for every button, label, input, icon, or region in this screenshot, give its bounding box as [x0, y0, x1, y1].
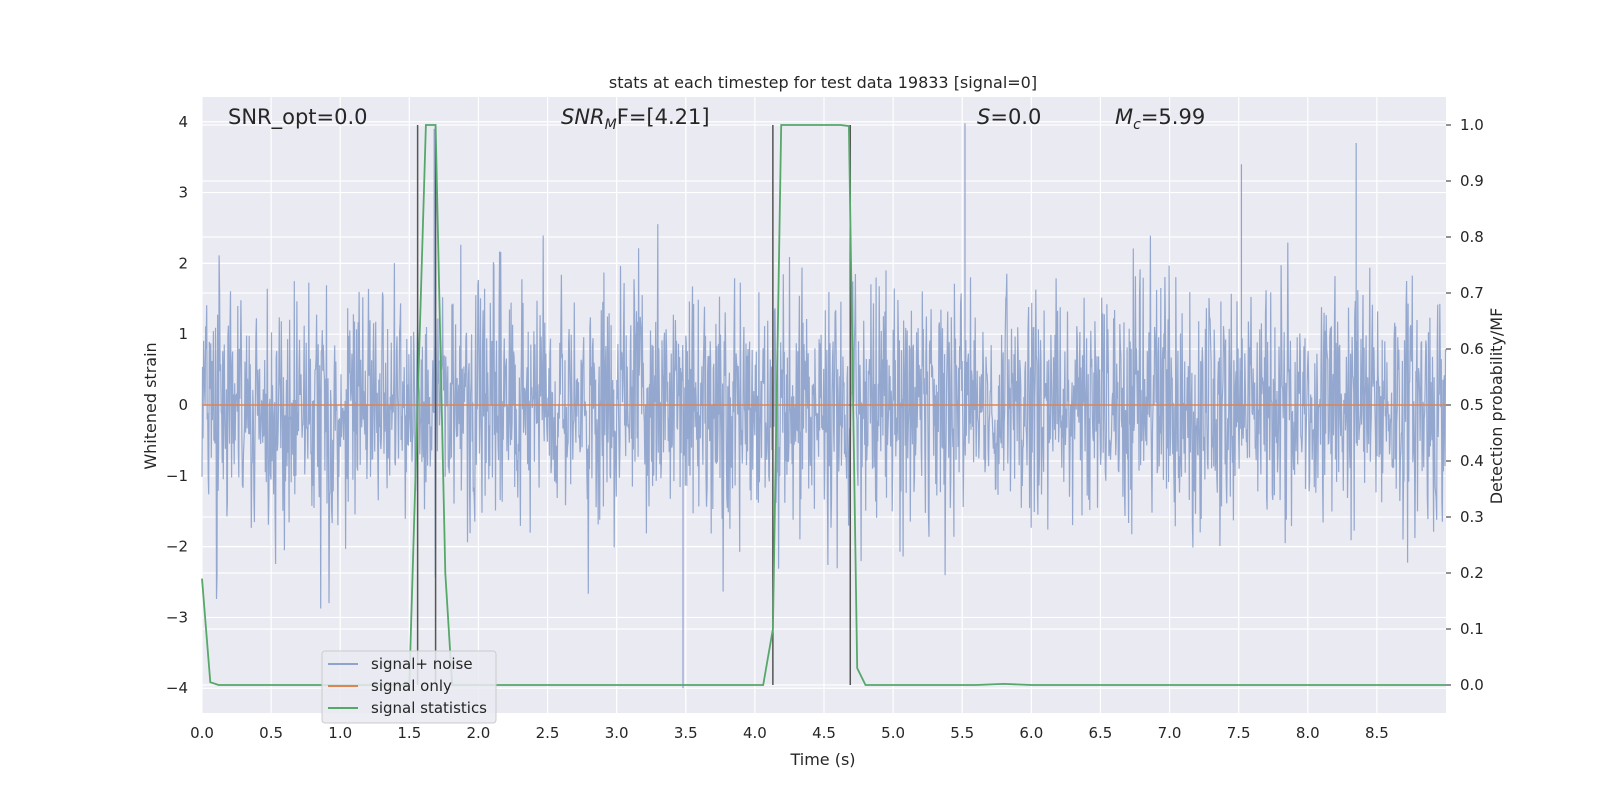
signal-noise-line: [201, 224, 1447, 609]
x-tick-label: 1.0: [328, 724, 352, 742]
signal-statistics-series: [201, 124, 1446, 686]
x-tick-label: 4.5: [812, 724, 836, 742]
y-tick-label-right: 0.6: [1460, 340, 1484, 358]
mc-rest: =5.99: [1141, 105, 1205, 129]
y-tick-label-left: 0: [178, 396, 188, 414]
y-tick-label-left: −3: [166, 608, 188, 626]
snr-mf-base: SNR: [561, 105, 605, 129]
y-axis-label-left: Whitened strain: [141, 342, 160, 469]
signal-noise-series: [201, 123, 1447, 689]
annotation-s: S=0.0: [977, 105, 1041, 129]
mc-var: M: [1115, 105, 1133, 129]
x-tick-label: 2.5: [536, 724, 560, 742]
legend-label-stats: signal statistics: [371, 699, 487, 717]
x-tick-label: 5.0: [881, 724, 905, 742]
x-tick-label: 0.0: [190, 724, 214, 742]
x-tick-label: 1.5: [397, 724, 421, 742]
x-tick-label: 5.5: [950, 724, 974, 742]
x-tick-label: 6.5: [1089, 724, 1113, 742]
y-tick-label-right: 0.0: [1460, 676, 1484, 694]
x-tick-label: 0.5: [259, 724, 283, 742]
x-tick-label: 2.0: [467, 724, 491, 742]
legend-box: [321, 650, 497, 724]
y-tick-label-right: 1.0: [1460, 116, 1484, 134]
y-tick-label-right: 0.5: [1460, 396, 1484, 414]
y-tick-label-left: 1: [178, 325, 188, 343]
legend-label-noise: signal+ noise: [371, 655, 473, 673]
x-tick-label: 8.0: [1296, 724, 1320, 742]
mc-sub: c: [1133, 117, 1141, 133]
signal-statistics-line: [201, 124, 1446, 686]
y-tick-label-right: 0.9: [1460, 172, 1484, 190]
snr-mf-rest: F=[4.21]: [617, 105, 710, 129]
annotation-mc: Mc=5.99: [1115, 105, 1205, 133]
legend: signal+ noise signal only signal statist…: [321, 650, 497, 724]
x-axis-label: Time (s): [789, 750, 855, 769]
y-tick-label-right: 0.4: [1460, 452, 1484, 470]
x-tick-label: 7.0: [1158, 724, 1182, 742]
y-tick-label-left: −1: [166, 467, 188, 485]
y-tick-label-right: 0.2: [1460, 564, 1484, 582]
y-tick-label-left: −2: [166, 538, 188, 556]
snr-mf-sub: M: [605, 117, 617, 133]
annotation-snr-opt: SNR_opt=0.0: [228, 105, 368, 130]
y-tick-label-right: 0.7: [1460, 284, 1484, 302]
axis-ticks: 0.0 0.5 1.0 1.5 2.0 2.5 3.0 3.5 4.0 4.5 5.0 5.5 6.0 6…: [166, 113, 1484, 742]
x-tick-label: 7.5: [1227, 724, 1251, 742]
chart-title: stats at each timestep for test data 198…: [609, 73, 1037, 92]
s-rest: =0.0: [990, 105, 1041, 129]
x-tick-label: 6.0: [1019, 724, 1043, 742]
x-tick-label: 3.5: [674, 724, 698, 742]
y-tick-label-left: 4: [178, 113, 188, 131]
x-tick-label: 8.5: [1365, 724, 1389, 742]
y-tick-label-right: 0.1: [1460, 620, 1484, 638]
y-axis-label-right: Detection probability/MF: [1487, 308, 1506, 505]
x-tick-label: 4.0: [743, 724, 767, 742]
s-var: S: [977, 105, 990, 129]
x-tick-label: 3.0: [605, 724, 629, 742]
legend-label-signal: signal only: [371, 677, 452, 695]
y-tick-label-right: 0.3: [1460, 508, 1484, 526]
y-tick-label-right: 0.8: [1460, 228, 1484, 246]
annotation-snr-mf: SNRMF=[4.21]: [561, 105, 710, 133]
y-tick-label-left: 2: [178, 254, 188, 272]
y-tick-label-left: 3: [178, 184, 188, 202]
y-tick-label-left: −4: [166, 679, 188, 697]
